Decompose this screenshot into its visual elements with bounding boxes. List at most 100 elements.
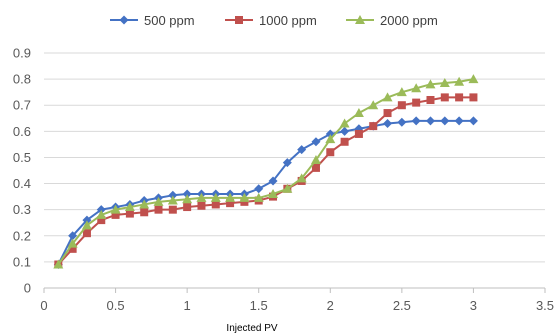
data-point: [268, 176, 278, 186]
data-point: [354, 129, 363, 138]
data-point: [82, 229, 91, 238]
data-point: [211, 200, 220, 209]
data-point: [282, 158, 292, 168]
data-point: [124, 202, 135, 212]
data-point: [225, 192, 236, 202]
data-point: [268, 189, 279, 198]
data-point: [326, 148, 335, 157]
data-point: [82, 215, 92, 225]
data-point: [425, 79, 436, 89]
y-tick-label: 0.2: [13, 228, 31, 243]
data-point: [368, 100, 379, 110]
series-1000-ppm: [54, 93, 478, 269]
data-point: [340, 126, 350, 136]
data-point: [340, 137, 349, 146]
x-tick-label: 0.5: [107, 298, 125, 313]
data-point: [412, 98, 421, 107]
y-tick-label: 0.7: [13, 98, 31, 113]
data-point: [468, 74, 479, 84]
y-tick-label: 0.8: [13, 72, 31, 87]
data-point: [182, 189, 192, 199]
series-line: [57, 96, 474, 266]
data-point: [310, 155, 321, 165]
data-point: [339, 118, 350, 128]
data-point: [411, 116, 421, 126]
data-point: [440, 116, 450, 126]
data-point: [282, 183, 293, 193]
data-point: [168, 205, 177, 214]
y-tick-label: 0.4: [13, 176, 31, 191]
data-point: [168, 190, 178, 200]
data-point: [440, 93, 449, 102]
data-point: [397, 101, 406, 110]
data-point: [97, 216, 106, 225]
y-tick-label: 0.6: [13, 124, 31, 139]
data-point: [96, 205, 106, 215]
series-2000-ppm: [53, 74, 479, 269]
series-line: [57, 78, 474, 266]
legend-label: 2000 ppm: [380, 13, 438, 28]
data-point: [469, 93, 478, 102]
data-point: [455, 93, 464, 102]
data-point: [210, 192, 221, 202]
data-point: [110, 204, 121, 214]
data-point: [396, 87, 407, 97]
legend-label: 500 ppm: [144, 13, 195, 28]
legend-marker: [355, 15, 365, 24]
data-point: [239, 192, 250, 202]
series-500-ppm: [53, 116, 478, 269]
legend-marker: [119, 15, 129, 25]
data-point: [383, 119, 393, 128]
data-point: [253, 192, 264, 202]
series-group: [53, 74, 479, 269]
data-point: [439, 78, 450, 88]
data-point: [311, 137, 321, 147]
data-point: [311, 163, 320, 172]
data-point: [196, 192, 207, 202]
series-line: [57, 119, 474, 265]
y-tick-label: 0.1: [13, 254, 31, 269]
y-tick-label: 0.5: [13, 150, 31, 165]
data-point: [68, 231, 78, 241]
legend-entry: 1000 ppm: [225, 13, 317, 28]
x-tick-label: 2: [327, 298, 334, 313]
x-tick-label: 0: [40, 298, 47, 313]
data-point: [369, 122, 378, 131]
data-point: [226, 199, 235, 208]
data-point: [325, 134, 336, 144]
data-point: [67, 238, 78, 248]
x-tick-label: 1: [184, 298, 191, 313]
legend-entry: 2000 ppm: [346, 13, 438, 28]
data-point: [425, 116, 435, 126]
data-point: [183, 203, 192, 212]
data-point: [397, 117, 407, 127]
legend-marker: [235, 16, 243, 24]
data-point: [454, 76, 465, 86]
legend-entry: 500 ppm: [110, 13, 195, 28]
data-point: [111, 210, 120, 219]
data-point: [197, 201, 206, 210]
x-tick-label: 3: [470, 298, 477, 313]
data-point: [454, 116, 464, 126]
data-point: [182, 194, 193, 204]
data-point: [53, 259, 64, 269]
data-point: [96, 209, 107, 219]
x-tick-label: 1.5: [250, 298, 268, 313]
y-tick-label: 0.3: [13, 202, 31, 217]
data-point: [382, 92, 393, 102]
data-point: [411, 83, 422, 93]
y-tick-label: 0: [24, 281, 31, 296]
data-point: [353, 108, 364, 118]
data-point: [254, 184, 264, 194]
data-point: [383, 109, 392, 118]
legend-label: 1000 ppm: [259, 13, 317, 28]
axes: 0 0.1 0.2 0.3 0.4 0.5 0.6 0.7 0.8 0.9 0 0.5 1 1.5 2 2.5…: [13, 46, 554, 314]
data-point: [154, 205, 163, 214]
legend: 500 ppm 1000 ppm 2000 ppm: [110, 13, 438, 28]
y-tick-label: 0.9: [13, 46, 31, 61]
data-point: [468, 116, 478, 126]
data-point: [140, 208, 149, 217]
data-point: [125, 209, 134, 218]
data-point: [68, 244, 77, 253]
